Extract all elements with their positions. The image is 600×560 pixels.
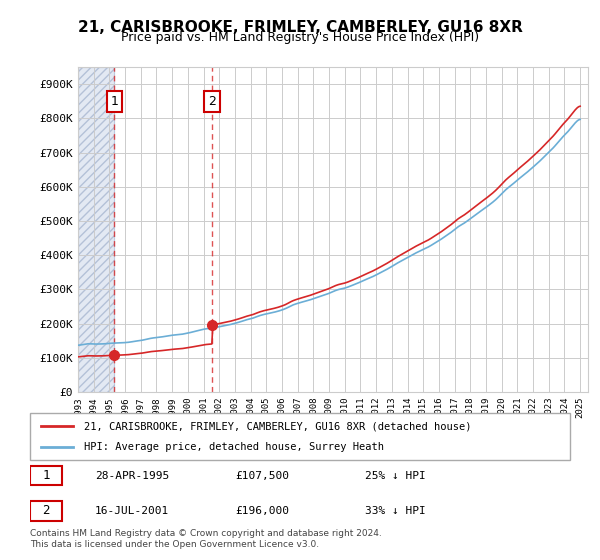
Text: £107,500: £107,500 [235,470,289,480]
Text: 1: 1 [43,469,50,482]
Text: 25% ↓ HPI: 25% ↓ HPI [365,470,425,480]
Text: 1: 1 [110,95,118,108]
FancyBboxPatch shape [30,466,62,486]
Text: Price paid vs. HM Land Registry's House Price Index (HPI): Price paid vs. HM Land Registry's House … [121,31,479,44]
Text: 21, CARISBROOKE, FRIMLEY, CAMBERLEY, GU16 8XR (detached house): 21, CARISBROOKE, FRIMLEY, CAMBERLEY, GU1… [84,421,472,431]
Text: 28-APR-1995: 28-APR-1995 [95,470,169,480]
FancyBboxPatch shape [30,501,62,521]
Text: £196,000: £196,000 [235,506,289,516]
Text: 21, CARISBROOKE, FRIMLEY, CAMBERLEY, GU16 8XR: 21, CARISBROOKE, FRIMLEY, CAMBERLEY, GU1… [77,20,523,35]
Text: HPI: Average price, detached house, Surrey Heath: HPI: Average price, detached house, Surr… [84,442,384,452]
Text: 33% ↓ HPI: 33% ↓ HPI [365,506,425,516]
Text: 2: 2 [208,95,216,108]
Text: 16-JUL-2001: 16-JUL-2001 [95,506,169,516]
Text: 2: 2 [43,504,50,517]
FancyBboxPatch shape [30,413,570,460]
Text: Contains HM Land Registry data © Crown copyright and database right 2024.
This d: Contains HM Land Registry data © Crown c… [30,529,382,549]
